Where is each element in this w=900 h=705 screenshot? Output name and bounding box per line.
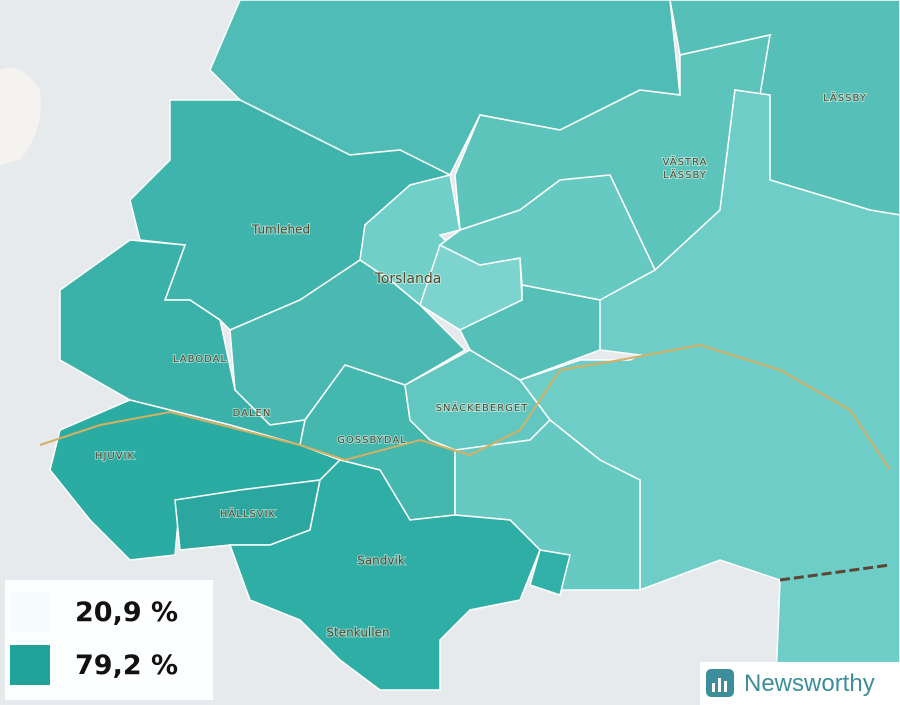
- legend-item: 79,2 %: [10, 645, 178, 685]
- regions: [49, 0, 900, 705]
- place-label: HJUVIK: [95, 451, 135, 462]
- labels: LÄSSBY VÄSTRA LÄSSBY Tumlehed Torslanda LABOD…: [94, 90, 867, 641]
- land-outside: [0, 67, 41, 165]
- legend-swatch: [10, 645, 50, 685]
- logo: Newsworthy: [700, 662, 900, 705]
- legend-label: 20,9 %: [75, 596, 179, 628]
- region: [209, 0, 681, 177]
- legend: 20,9 % 79,2 %: [5, 580, 213, 700]
- legend-swatch: [10, 592, 50, 632]
- legend-item: 20,9 %: [10, 592, 178, 632]
- place-label: GOSSBYDAL: [337, 435, 407, 446]
- place-label: Torslanda: [374, 271, 442, 287]
- place-label: SNÄCKEBERGET: [436, 401, 529, 414]
- road: [39, 343, 891, 471]
- place-label: Tumlehed: [251, 223, 310, 237]
- place-label: DALEN: [233, 408, 272, 419]
- place-label: Sandvik: [357, 554, 405, 568]
- place-label: Stenkullen: [326, 626, 389, 640]
- place-label: HÄLLSVIK: [220, 507, 276, 520]
- logo-icon: [706, 668, 734, 697]
- brand: Newsworthy: [744, 669, 875, 697]
- place-label: LÄSSBY: [823, 91, 867, 104]
- rail: [779, 563, 891, 582]
- place-label: VÄSTRA LÄSSBY: [663, 155, 708, 181]
- place-label: LABODAL: [173, 354, 227, 365]
- legend-label: 79,2 %: [75, 649, 179, 681]
- region: [529, 549, 571, 596]
